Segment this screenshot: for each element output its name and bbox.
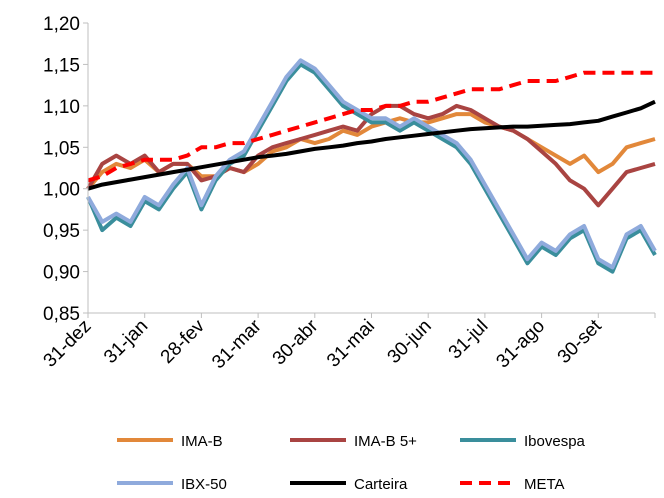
series-line-ibx-50 bbox=[86, 58, 657, 270]
x-tick-label: 31-jan bbox=[100, 316, 152, 368]
series-line-meta bbox=[87, 70, 655, 183]
x-tick-label: 30-jun bbox=[384, 316, 436, 368]
series-line-ima-b-5 bbox=[86, 103, 656, 208]
legend-label-ibx-50: IBX-50 bbox=[181, 476, 227, 493]
y-tick-label: 1,20 bbox=[43, 14, 80, 35]
x-tick-label: 31-mar bbox=[208, 315, 266, 373]
legend-label-ima-b-5: IMA-B 5+ bbox=[354, 433, 417, 450]
y-tick-label: 1,10 bbox=[43, 97, 80, 118]
y-tick-label: 0,95 bbox=[43, 221, 80, 242]
legend-label-carteira: Carteira bbox=[354, 476, 408, 493]
x-tick-label: 31-ago bbox=[492, 316, 549, 373]
y-tick-label: 0,90 bbox=[43, 263, 80, 284]
x-tick-label: 31-mai bbox=[323, 316, 379, 372]
legend-label-ima-b: IMA-B bbox=[181, 433, 223, 450]
legend-label-meta: META bbox=[524, 476, 565, 493]
y-tick-label: 1,15 bbox=[43, 55, 80, 76]
legend: IMA-B IMA-B 5+ Ibovespa IBX-50 Carteira META bbox=[117, 433, 586, 493]
y-tick-label: 1,00 bbox=[43, 180, 80, 201]
x-tick-label: 30-set bbox=[554, 315, 607, 368]
legend-label-ibovespa: Ibovespa bbox=[524, 433, 586, 450]
y-tick-label: 1,05 bbox=[43, 138, 80, 159]
x-tick-label: 28-fev bbox=[157, 315, 210, 368]
y-tick-label: 0,85 bbox=[43, 304, 80, 325]
series-line-ibovespa bbox=[86, 62, 657, 274]
series-line-carteira bbox=[87, 99, 656, 191]
x-tick-label: 31-jul bbox=[445, 316, 493, 364]
plot-area bbox=[86, 58, 657, 274]
x-tick-label: 30-abr bbox=[269, 315, 323, 369]
